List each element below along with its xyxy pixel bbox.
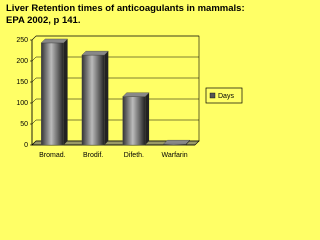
y-tick-label: 150 bbox=[16, 79, 28, 86]
y-tick-label: 50 bbox=[20, 121, 28, 128]
bar-top bbox=[122, 92, 150, 97]
x-tick-label: Bromad. bbox=[39, 152, 66, 159]
y-tick-label: 250 bbox=[16, 37, 28, 44]
bar-side bbox=[104, 51, 109, 146]
grid-line bbox=[31, 35, 199, 41]
bar bbox=[81, 54, 105, 146]
bar-top bbox=[81, 50, 109, 56]
y-tick-label: 0 bbox=[24, 142, 28, 149]
chart-title: EPA 2002, p 141. bbox=[6, 15, 80, 26]
chart: Liver Retention times of anticoagulants … bbox=[6, 3, 245, 159]
legend-swatch bbox=[209, 92, 216, 99]
grid-line bbox=[31, 56, 199, 62]
bar-side bbox=[63, 38, 68, 145]
page: {"chart_data": {"type": "bar", "title_li… bbox=[6, 3, 245, 159]
x-tick-label: Warfarin bbox=[162, 152, 188, 159]
legend-label: Days bbox=[218, 93, 234, 100]
legend-box bbox=[205, 87, 243, 104]
x-tick-label: Brodif. bbox=[83, 152, 103, 159]
x-tick-label: Difeth. bbox=[124, 152, 144, 159]
grid-line bbox=[31, 77, 199, 83]
bar-side bbox=[145, 92, 150, 145]
bar-top bbox=[40, 38, 68, 44]
bar bbox=[122, 96, 146, 146]
y-tick-label: 200 bbox=[16, 58, 28, 65]
y-tick-label: 100 bbox=[16, 100, 28, 107]
chart-title: Liver Retention times of anticoagulants … bbox=[6, 3, 245, 14]
bar-top bbox=[163, 140, 191, 145]
bar bbox=[41, 42, 64, 146]
